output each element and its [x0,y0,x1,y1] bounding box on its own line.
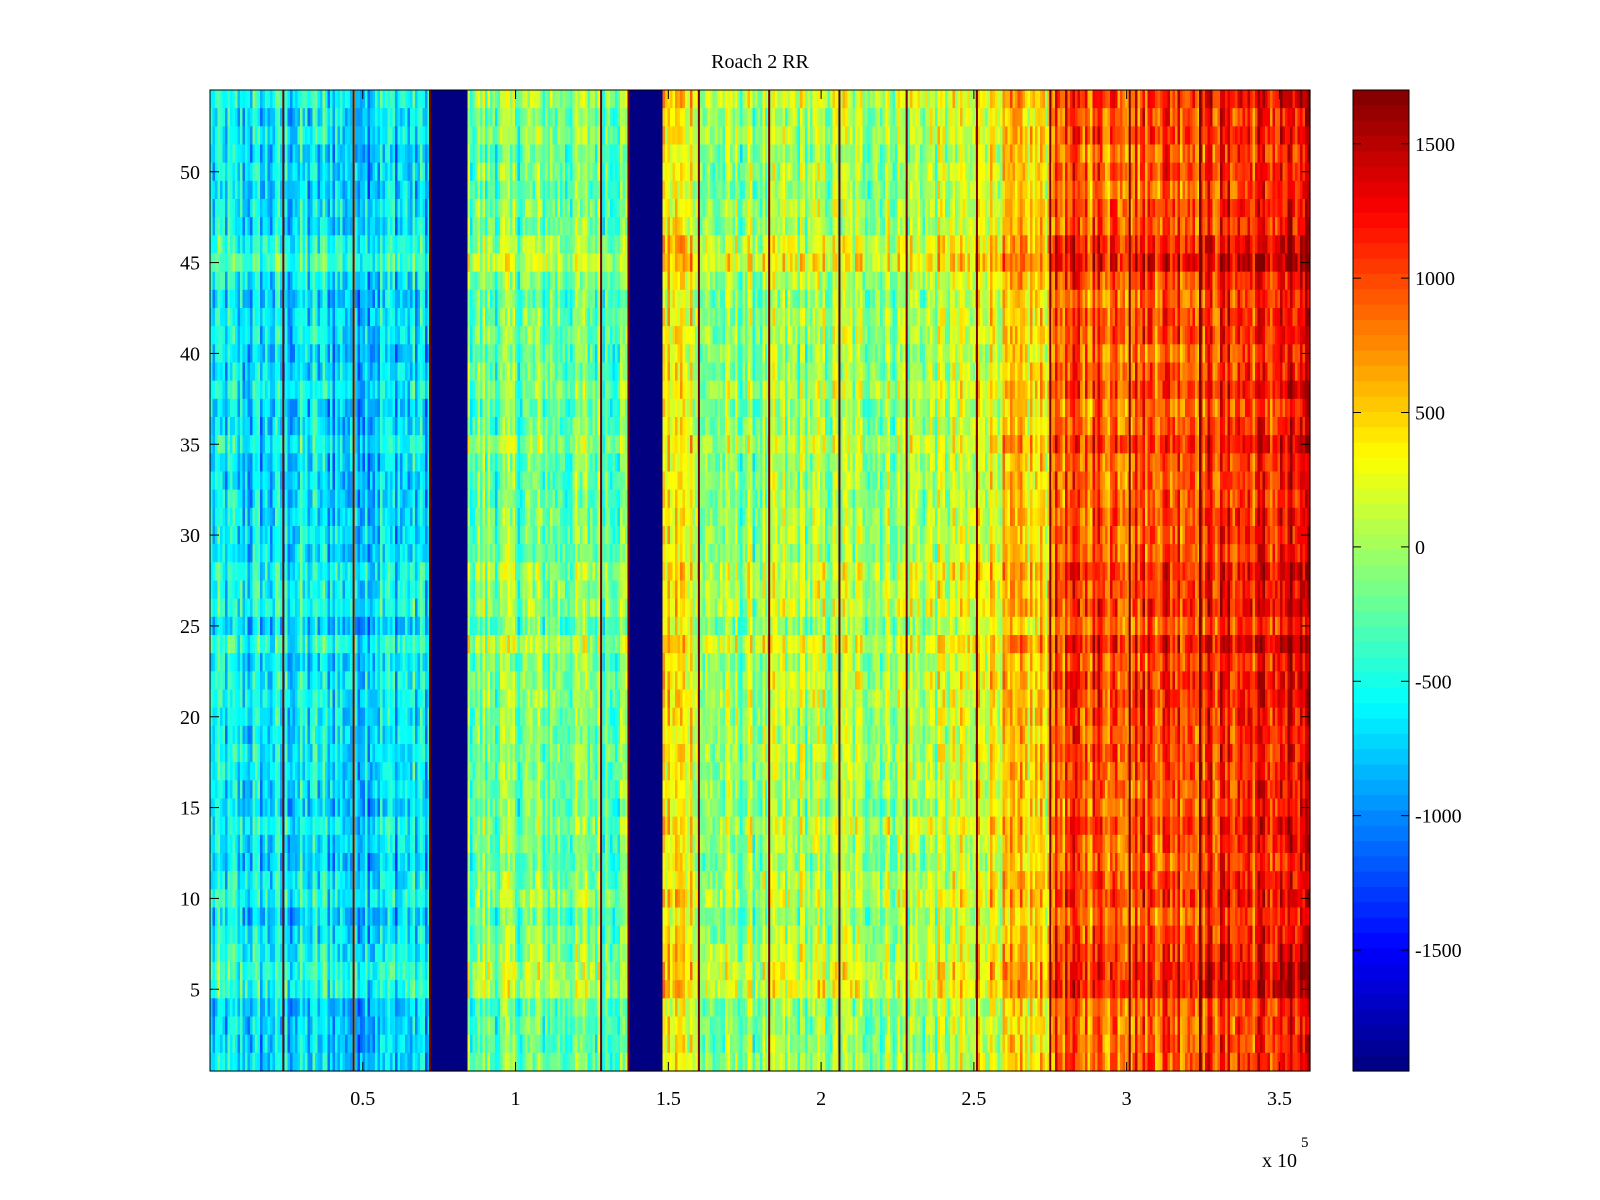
heatmap-plot-area [210,90,1311,1072]
chart-title: Roach 2 RR [711,51,809,73]
